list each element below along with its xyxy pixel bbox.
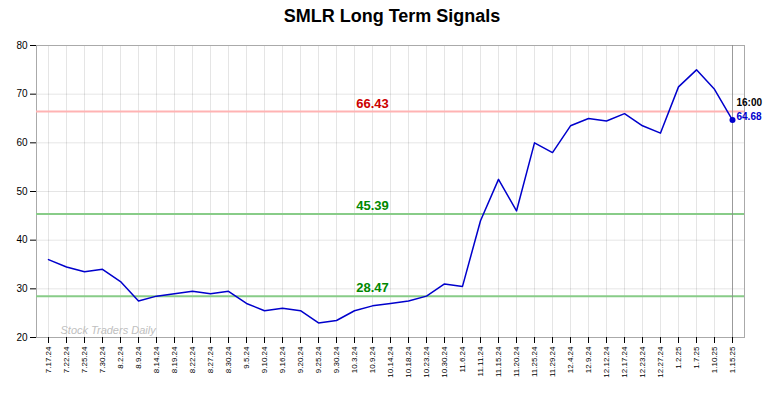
html-text:SMLR Long Term Signals: SMLR Long Term Signals xyxy=(283,6,501,26)
svg-text:12.23.24: 12.23.24 xyxy=(638,346,647,378)
svg-text:66.43: 66.43 xyxy=(356,96,389,111)
svg-text:12.17.24: 12.17.24 xyxy=(620,346,629,378)
svg-text:12.27.24: 12.27.24 xyxy=(656,346,665,378)
svg-text:11.11.24: 11.11.24 xyxy=(476,346,485,377)
svg-text:70: 70 xyxy=(16,88,28,99)
svg-text:7.25.24: 7.25.24 xyxy=(80,346,89,373)
svg-text:12.9.24: 12.9.24 xyxy=(584,346,593,373)
svg-text:30: 30 xyxy=(16,283,28,294)
svg-text:11.15.24: 11.15.24 xyxy=(494,346,503,377)
svg-text:8.30.24: 8.30.24 xyxy=(224,346,233,373)
svg-text:40: 40 xyxy=(16,234,28,245)
svg-text:11.29.24: 11.29.24 xyxy=(548,346,557,377)
svg-text:12.12.24: 12.12.24 xyxy=(602,346,611,378)
svg-text:11.20.24: 11.20.24 xyxy=(512,346,521,377)
svg-text:1.10.25: 1.10.25 xyxy=(710,346,719,373)
svg-text:9.16.24: 9.16.24 xyxy=(278,346,287,373)
svg-text:8.27.24: 8.27.24 xyxy=(206,346,215,373)
svg-text:50: 50 xyxy=(16,186,28,197)
svg-text:10.14.24: 10.14.24 xyxy=(386,346,395,378)
svg-text:80: 80 xyxy=(16,40,28,51)
svg-text:60: 60 xyxy=(16,137,28,148)
svg-text:10.9.24: 10.9.24 xyxy=(368,346,377,373)
svg-text:11.6.24: 11.6.24 xyxy=(458,346,467,373)
svg-text:7.17.24: 7.17.24 xyxy=(44,346,53,373)
svg-text:8.9.24: 8.9.24 xyxy=(134,346,143,369)
svg-text:9.30.24: 9.30.24 xyxy=(332,346,341,373)
svg-text:64.68: 64.68 xyxy=(737,111,762,122)
svg-text:12.4.24: 12.4.24 xyxy=(566,346,575,373)
svg-text:1.7.25: 1.7.25 xyxy=(692,346,701,369)
svg-text:8.2.24: 8.2.24 xyxy=(116,346,125,369)
svg-text:10.23.24: 10.23.24 xyxy=(422,346,431,378)
svg-text:8.22.24: 8.22.24 xyxy=(188,346,197,373)
svg-text:11.25.24: 11.25.24 xyxy=(530,346,539,377)
svg-text:7.22.24: 7.22.24 xyxy=(62,346,71,373)
svg-text:1.2.25: 1.2.25 xyxy=(674,346,683,369)
svg-text:9.25.24: 9.25.24 xyxy=(314,346,323,373)
svg-text:7.30.24: 7.30.24 xyxy=(98,346,107,373)
svg-text:20: 20 xyxy=(16,332,28,343)
svg-text:8.19.24: 8.19.24 xyxy=(170,346,179,373)
svg-text:10.30.24: 10.30.24 xyxy=(440,346,449,378)
svg-text:10.18.24: 10.18.24 xyxy=(404,346,413,378)
svg-text:9.10.24: 9.10.24 xyxy=(260,346,269,373)
svg-text:16:00: 16:00 xyxy=(737,97,763,108)
svg-text:9.20.24: 9.20.24 xyxy=(296,346,305,373)
svg-text:28.47: 28.47 xyxy=(356,280,389,295)
svg-text:45.39: 45.39 xyxy=(356,198,389,213)
svg-text:9.5.24: 9.5.24 xyxy=(242,346,251,369)
svg-text:10.3.24: 10.3.24 xyxy=(350,346,359,373)
svg-text:Stock Traders Daily: Stock Traders Daily xyxy=(61,324,158,336)
svg-text:1.15.25: 1.15.25 xyxy=(728,346,737,373)
svg-text:8.14.24: 8.14.24 xyxy=(152,346,161,373)
